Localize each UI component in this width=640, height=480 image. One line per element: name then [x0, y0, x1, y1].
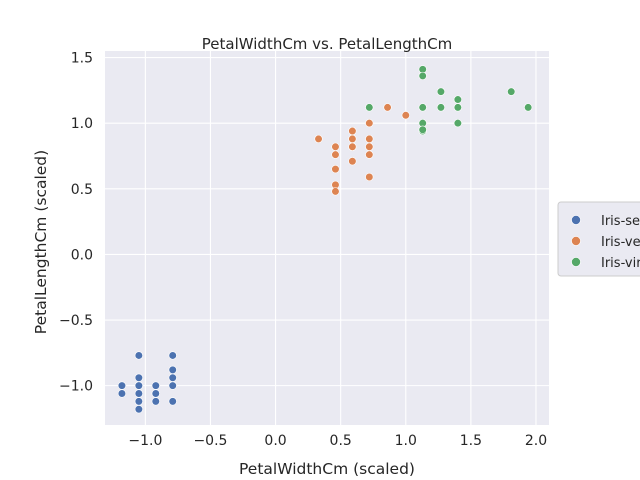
- point-iris-versicolor: [365, 119, 374, 128]
- legend-label: Iris-ve: [601, 235, 640, 250]
- point-iris-setosa: [168, 381, 177, 390]
- y-tick-label: 0.0: [71, 247, 93, 263]
- point-iris-versicolor: [365, 150, 374, 159]
- y-tick-labels: −1.0 −0.5 0.0 0.5 1.0 1.5: [59, 51, 93, 395]
- x-tick-labels: −1.0 −0.5 0.0 0.5 1.0 1.5 2.0: [128, 433, 547, 449]
- point-iris-virginica: [436, 103, 446, 112]
- point-iris-versicolor: [383, 103, 392, 112]
- point-iris-setosa: [168, 351, 177, 360]
- legend-marker: [571, 215, 581, 225]
- plot-area: [105, 51, 549, 425]
- point-iris-versicolor: [331, 165, 340, 174]
- point-iris-setosa: [151, 389, 160, 398]
- x-tick-label: −0.5: [193, 433, 227, 449]
- point-iris-setosa: [168, 373, 177, 382]
- point-iris-versicolor: [365, 172, 374, 182]
- y-tick-label: −0.5: [59, 313, 93, 329]
- point-iris-versicolor: [348, 157, 357, 166]
- y-tick-label: 0.5: [71, 182, 93, 198]
- legend-label: Iris-se: [601, 214, 640, 229]
- point-iris-virginica: [453, 119, 462, 128]
- point-iris-virginica: [418, 71, 427, 81]
- legend-marker: [571, 236, 581, 246]
- x-axis-label: PetalWidthCm (scaled): [239, 460, 415, 478]
- y-tick-label: −1.0: [59, 379, 93, 395]
- x-tick-label: 0.0: [264, 433, 286, 449]
- y-tick-label: 1.5: [71, 51, 93, 67]
- point-iris-versicolor: [331, 187, 340, 196]
- legend-label: Iris-vir: [601, 256, 640, 271]
- point-iris-virginica: [453, 103, 462, 112]
- point-iris-setosa: [117, 381, 127, 390]
- point-iris-versicolor: [348, 126, 357, 136]
- point-iris-setosa: [134, 397, 143, 406]
- point-iris-versicolor: [401, 111, 410, 120]
- point-iris-setosa: [168, 365, 177, 374]
- grid-x: [144, 51, 537, 425]
- y-tick-label: 1.0: [71, 116, 93, 132]
- x-tick-label: 2.0: [525, 433, 547, 449]
- point-iris-virginica: [365, 103, 374, 112]
- point-iris-virginica: [524, 103, 533, 112]
- point-iris-setosa: [134, 389, 143, 398]
- legend: Iris-se Iris-ve Iris-vir: [557, 201, 640, 277]
- point-iris-versicolor: [365, 134, 374, 144]
- chart-title: PetalWidthCm vs. PetalLengthCm: [202, 35, 452, 53]
- point-iris-virginica: [418, 103, 427, 112]
- point-iris-setosa: [134, 381, 143, 390]
- y-axis-label: PetalLengthCm (scaled): [32, 150, 50, 334]
- point-iris-setosa: [168, 397, 177, 406]
- point-iris-virginica: [507, 87, 516, 96]
- point-iris-setosa: [134, 405, 143, 414]
- point-iris-virginica: [453, 95, 462, 104]
- point-iris-virginica: [418, 125, 427, 134]
- x-tick-label: 1.5: [460, 433, 482, 449]
- point-iris-versicolor: [365, 142, 374, 151]
- point-iris-setosa: [117, 389, 127, 398]
- grid-y: [105, 57, 549, 387]
- point-iris-setosa: [134, 351, 143, 360]
- x-tick-label: 0.5: [330, 433, 352, 449]
- point-iris-virginica: [436, 87, 446, 96]
- legend-marker: [571, 257, 581, 267]
- point-iris-setosa: [151, 397, 160, 406]
- point-iris-versicolor: [331, 150, 340, 159]
- x-tick-label: −1.0: [128, 433, 162, 449]
- data-points: [117, 65, 533, 414]
- point-iris-versicolor: [331, 142, 340, 151]
- point-iris-versicolor: [314, 134, 323, 144]
- point-iris-versicolor: [348, 134, 357, 144]
- point-iris-setosa: [134, 373, 143, 382]
- point-iris-setosa: [151, 381, 160, 390]
- x-tick-label: 1.0: [395, 433, 417, 449]
- point-iris-versicolor: [348, 142, 357, 151]
